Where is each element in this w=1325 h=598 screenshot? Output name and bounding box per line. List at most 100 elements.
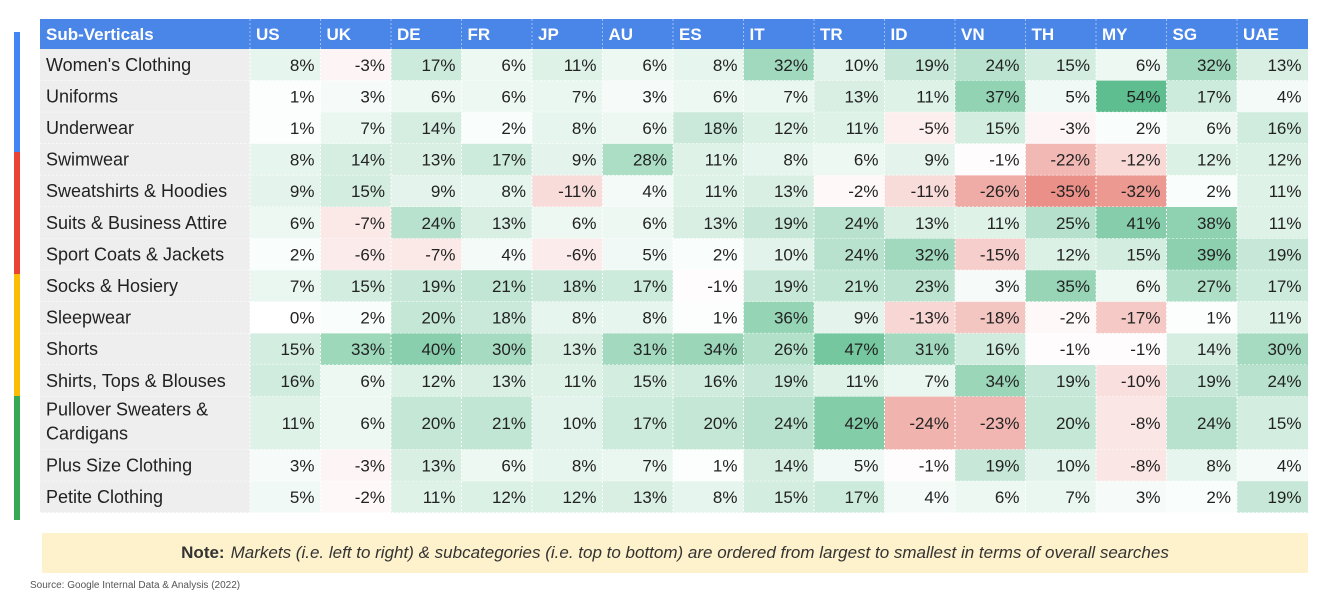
heatmap-cell <box>391 270 462 302</box>
cell-value: 21% <box>844 277 878 296</box>
heatmap-cell <box>1166 365 1238 397</box>
heatmap-cell <box>743 49 815 81</box>
heatmap-cell <box>673 365 744 397</box>
heatmap-cell <box>391 49 462 81</box>
heatmap-cell <box>391 175 462 207</box>
cell-value: 14% <box>1197 340 1231 359</box>
heatmap-cell <box>673 49 744 81</box>
heatmap-cell <box>1096 481 1167 513</box>
heatmap-cell <box>673 238 744 271</box>
cell-value: 8% <box>783 151 808 170</box>
heatmap-cell <box>1237 365 1308 397</box>
cell-value: 24% <box>1267 372 1301 391</box>
cell-value: 32% <box>915 245 949 264</box>
cell-value: 16% <box>1267 119 1301 138</box>
heatmap-cell <box>532 49 603 81</box>
row-label-bg <box>40 112 250 144</box>
heatmap-cell <box>814 333 885 365</box>
cell-value: -32% <box>1121 182 1161 201</box>
heatmap-cell <box>602 449 674 482</box>
heatmap-cell <box>955 207 1026 239</box>
cell-value: 18% <box>492 309 526 328</box>
cell-value: 12% <box>562 488 596 507</box>
heatmap-cell <box>673 396 744 450</box>
row-label: Plus Size Clothing <box>46 455 192 475</box>
cell-value: -1% <box>1130 340 1160 359</box>
heatmap-cell <box>1166 175 1238 207</box>
heatmap-cell <box>814 112 885 144</box>
cell-value: 24% <box>774 414 808 433</box>
heatmap-cell <box>743 481 815 513</box>
column-header-vn: VN <box>961 25 985 44</box>
column-header-tr: TR <box>820 25 843 44</box>
heatmap-cell <box>743 270 815 302</box>
heatmap-cell <box>1025 270 1097 302</box>
heatmap-cell <box>1025 49 1097 81</box>
heatmap-cell <box>250 175 321 207</box>
cell-value: -26% <box>980 182 1020 201</box>
cell-value: 12% <box>421 372 455 391</box>
heatmap-cell <box>955 238 1026 271</box>
cell-value: 19% <box>774 277 808 296</box>
cell-value: 11% <box>1269 214 1302 233</box>
heatmap-cell <box>1166 270 1238 302</box>
heatmap-cell <box>1025 449 1097 482</box>
heatmap-cell <box>391 143 462 176</box>
cell-value: 16% <box>703 372 737 391</box>
heatmap-cell <box>320 49 392 81</box>
heatmap-cell <box>391 112 462 144</box>
header-sub-verticals: Sub-Verticals <box>46 25 154 44</box>
heatmap-cell <box>461 207 533 239</box>
heatmap-cell <box>673 333 744 365</box>
heatmap-cell <box>461 481 533 513</box>
cell-value: -3% <box>355 56 385 75</box>
heatmap-cell <box>532 207 603 239</box>
heatmap-cell <box>1025 112 1097 144</box>
cell-value: 15% <box>351 182 385 201</box>
heatmap-cell <box>250 112 321 144</box>
cell-value: 12% <box>774 119 808 138</box>
heatmap-cell <box>955 301 1026 334</box>
heatmap-cell <box>814 270 885 302</box>
cell-value: 3% <box>360 87 385 106</box>
heatmap-cell <box>391 301 462 334</box>
heatmap-cell <box>1025 80 1097 113</box>
cell-value: 7% <box>1065 488 1090 507</box>
heatmap-cell <box>743 112 815 144</box>
heatmap-cell <box>884 80 956 113</box>
heatmap-cell <box>673 112 744 144</box>
heatmap-cell <box>532 270 603 302</box>
cell-value: 20% <box>421 414 455 433</box>
cell-value: 1% <box>713 456 738 475</box>
heatmap-cell <box>1025 238 1097 271</box>
heatmap-cell <box>1025 396 1097 450</box>
cell-value: 15% <box>1126 245 1160 264</box>
cell-value: -7% <box>355 214 385 233</box>
cell-value: 13% <box>774 182 808 201</box>
row-label-bg <box>40 207 250 239</box>
cell-value: -3% <box>1060 119 1090 138</box>
heatmap-cell <box>814 449 885 482</box>
cell-value: 2% <box>290 245 315 264</box>
cell-value: 47% <box>844 340 878 359</box>
row-label: Shirts, Tops & Blouses <box>46 371 226 391</box>
cell-value: 5% <box>290 488 315 507</box>
cell-value: 2% <box>360 309 385 328</box>
cell-value: -23% <box>980 414 1020 433</box>
heatmap-cell <box>1166 449 1238 482</box>
cell-value: 11% <box>846 372 879 391</box>
heatmap-cell <box>955 49 1026 81</box>
heatmap-cell <box>884 49 956 81</box>
cell-value: 32% <box>1197 56 1231 75</box>
cell-value: 39% <box>1197 245 1231 264</box>
cell-value: -8% <box>1130 456 1160 475</box>
header-row-bg <box>40 19 1308 49</box>
heatmap-cell <box>673 175 744 207</box>
cell-value: 7% <box>290 277 315 296</box>
heatmap-cell <box>320 396 392 450</box>
cell-value: -1% <box>1060 340 1090 359</box>
heatmap-cell <box>743 207 815 239</box>
heatmap-cell <box>320 207 392 239</box>
cell-value: 11% <box>423 488 456 507</box>
heatmap-cell <box>602 238 674 271</box>
